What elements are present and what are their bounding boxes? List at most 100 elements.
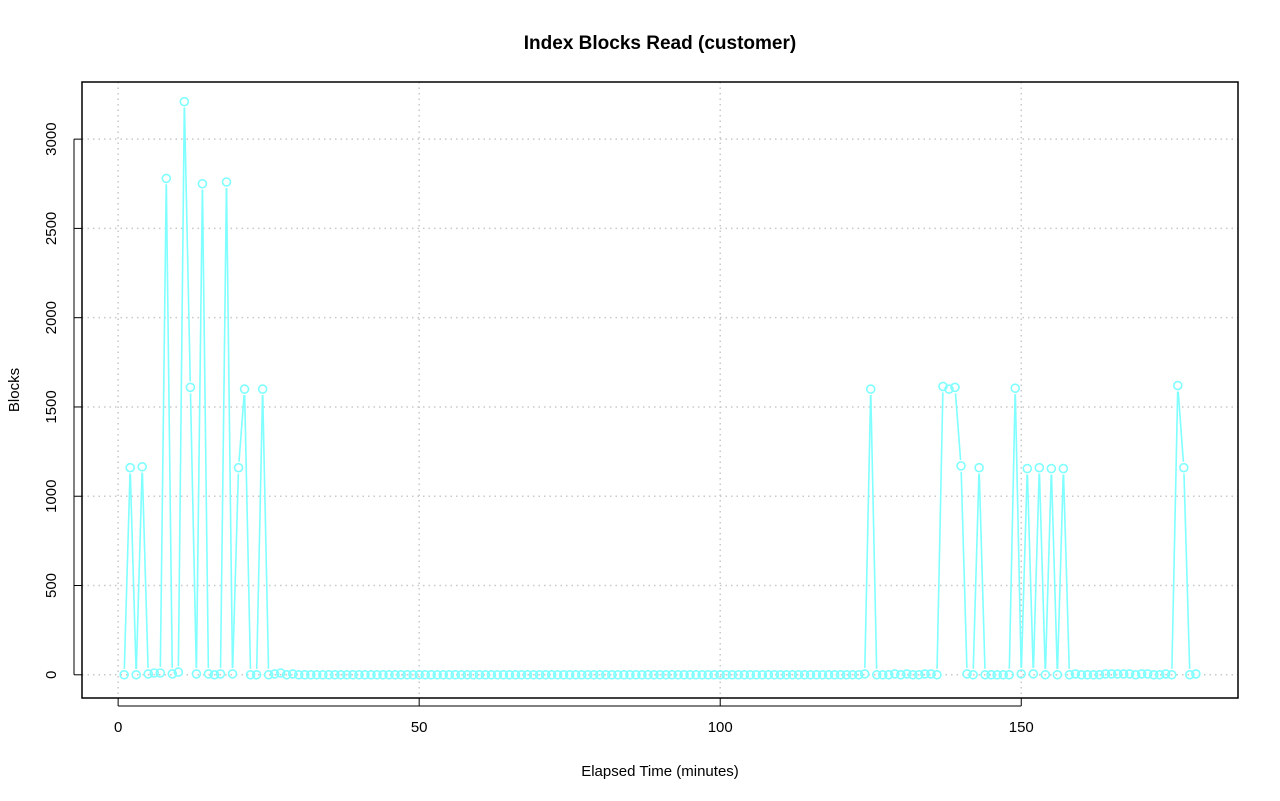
data-point xyxy=(456,669,467,680)
line-segment xyxy=(1014,394,1022,668)
data-point xyxy=(661,669,671,680)
line-segment xyxy=(201,189,210,668)
data-point xyxy=(703,669,713,680)
data-point xyxy=(877,669,888,680)
line-segment xyxy=(123,473,131,669)
y-tick-label: 1000 xyxy=(43,480,60,513)
data-point xyxy=(847,669,858,680)
data-point xyxy=(727,669,738,680)
data-point xyxy=(896,669,906,680)
line-segment xyxy=(936,392,944,669)
data-point xyxy=(643,669,653,680)
data-point xyxy=(480,669,491,680)
x-axis: 0 50 100 150 xyxy=(114,698,1034,736)
data-point xyxy=(745,669,756,680)
data-point xyxy=(968,669,978,680)
data-point xyxy=(209,669,220,680)
data-point xyxy=(167,669,178,679)
data-point xyxy=(998,669,1008,680)
data-point xyxy=(811,669,822,680)
line-segment xyxy=(135,472,143,669)
y-tick-label: 2000 xyxy=(43,301,60,334)
line-segment xyxy=(177,107,186,667)
data-point xyxy=(853,669,864,680)
data-point xyxy=(817,669,828,680)
data-point xyxy=(552,669,563,680)
data-point xyxy=(1058,463,1069,474)
data-point xyxy=(318,669,328,680)
data-point xyxy=(1094,669,1105,680)
data-point xyxy=(1166,669,1177,680)
data-point xyxy=(1106,669,1117,679)
data-point xyxy=(378,669,388,680)
data-point xyxy=(402,669,412,680)
data-point xyxy=(709,669,719,680)
data-point xyxy=(125,462,135,473)
data-point xyxy=(131,669,141,680)
line-segment xyxy=(238,395,245,462)
x-axis-label: Elapsed Time (minutes) xyxy=(581,763,739,780)
line-segment xyxy=(1044,474,1052,669)
data-point xyxy=(697,669,707,680)
data-point xyxy=(185,382,196,393)
data-point xyxy=(384,669,394,680)
line-segment xyxy=(159,184,168,668)
line-segment xyxy=(1050,474,1058,669)
line-segment xyxy=(960,471,968,668)
y-axis: 0 500 1000 1500 2000 2500 3000 xyxy=(43,122,82,679)
data-point xyxy=(420,669,430,680)
data-point xyxy=(215,669,226,679)
data-point xyxy=(944,384,954,394)
data-point xyxy=(245,669,256,680)
data-point xyxy=(908,669,918,680)
data-point xyxy=(354,669,364,680)
data-point xyxy=(673,669,683,680)
data-point xyxy=(263,669,274,680)
data-point xyxy=(1016,669,1027,679)
line-segment xyxy=(1056,474,1065,669)
data-point xyxy=(667,669,677,680)
data-point xyxy=(492,669,503,680)
data-point xyxy=(269,669,280,679)
data-point xyxy=(763,669,774,680)
data-point xyxy=(859,669,870,679)
x-tick-label: 150 xyxy=(1009,719,1034,736)
data-point xyxy=(1100,669,1111,679)
data-point xyxy=(793,669,804,680)
data-point xyxy=(1034,462,1045,473)
data-point xyxy=(739,669,750,680)
line-segment xyxy=(231,473,240,668)
data-point xyxy=(582,669,593,680)
data-point xyxy=(685,669,695,680)
data-point xyxy=(613,669,623,680)
data-point xyxy=(781,669,792,680)
data-point xyxy=(607,669,617,680)
data-point xyxy=(835,669,846,680)
line-segment xyxy=(219,187,228,668)
line-segment xyxy=(261,395,270,669)
data-point xyxy=(1185,669,1195,680)
data-point xyxy=(486,669,497,680)
data-point xyxy=(281,669,292,680)
data-point xyxy=(902,669,912,679)
data-point xyxy=(408,669,418,680)
x-tick-label: 50 xyxy=(411,719,428,736)
data-point xyxy=(221,177,232,187)
line-segment xyxy=(1183,473,1191,669)
data-point xyxy=(751,669,762,680)
data-point xyxy=(1118,669,1129,679)
data-point xyxy=(504,669,515,680)
data-point xyxy=(396,669,406,680)
series-line xyxy=(123,107,1191,669)
data-point xyxy=(462,669,473,680)
data-point xyxy=(799,669,810,680)
data-point xyxy=(932,669,942,680)
data-point xyxy=(823,669,834,680)
data-point xyxy=(1052,669,1063,680)
line-segment xyxy=(978,473,986,669)
data-point xyxy=(691,669,701,680)
data-point xyxy=(649,669,659,680)
data-point xyxy=(757,669,768,680)
data-point xyxy=(293,669,304,680)
